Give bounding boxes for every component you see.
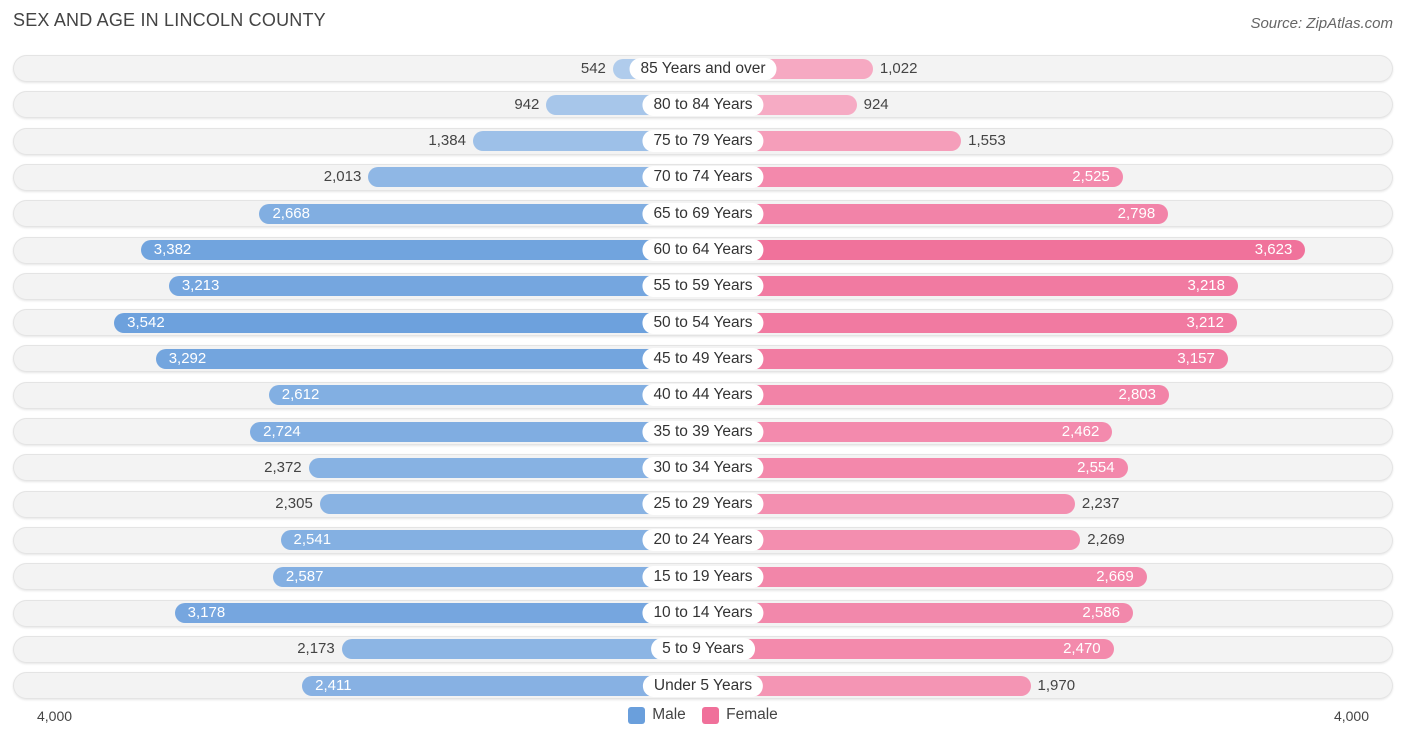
category-label: 5 to 9 Years [651,638,755,661]
bar-male [272,566,703,587]
bar-male [140,240,703,260]
bar-female [703,276,1238,297]
value-label-female: 1,022 [879,59,918,77]
bar-male [168,276,703,297]
value-label-male: 2,587 [285,567,324,585]
legend-swatch-female [702,706,720,724]
value-label-male: 2,724 [263,422,301,440]
bar-female [703,603,1133,623]
value-label-female: 2,237 [1081,495,1120,513]
bar-male [259,203,703,224]
bar-male [368,167,703,188]
chart-title: SEX AND AGE IN LINCOLN COUNTY [13,10,326,30]
bar-female [703,566,1147,587]
category-label: 30 to 34 Years [642,456,764,479]
bar-female [703,421,1113,442]
value-label-female: 1,553 [968,132,1006,150]
bar-female [703,530,1081,551]
legend-swatch-male [628,706,646,724]
legend-item-female: Female [702,706,778,724]
source-note: Source: ZipAtlas.com [1250,15,1393,32]
bar-female [703,639,1114,660]
value-label-male: 3,292 [168,349,207,367]
bar-female [703,675,1031,696]
legend-label-male: Male [652,706,686,723]
value-label-female: 924 [863,95,889,113]
axis-tick-left: 4,000 [37,708,73,724]
bar-male [308,457,703,478]
value-label-male: 2,612 [281,386,320,404]
legend-item-male: Male [628,706,686,724]
category-label: 10 to 14 Years [642,602,764,624]
value-label-female: 1,970 [1037,676,1076,694]
bar-female [703,457,1128,478]
value-label-male: 3,178 [187,604,226,621]
value-label-female: 3,157 [1177,349,1215,367]
category-label: 65 to 69 Years [642,202,764,225]
value-label-male: 2,372 [264,458,302,476]
value-label-female: 3,218 [1187,277,1225,295]
bar-female [703,385,1169,406]
value-label-female: 3,623 [1254,241,1293,258]
category-label: 35 to 39 Years [642,420,764,443]
category-label: Under 5 Years [642,674,764,697]
category-label: 20 to 24 Years [642,529,764,552]
value-label-female: 2,554 [1077,458,1115,476]
value-label-male: 942 [514,95,540,113]
bar-female [703,167,1123,188]
value-label-female: 2,798 [1117,204,1156,222]
value-label-male: 542 [580,59,606,77]
value-label-male: 1,384 [428,132,466,150]
value-label-female: 2,470 [1063,640,1101,658]
value-label-female: 3,212 [1186,313,1224,331]
value-label-female: 2,669 [1096,567,1134,585]
bar-male [280,530,703,551]
category-label: 85 Years and over [629,57,777,80]
bar-female [703,312,1237,333]
category-label: 60 to 64 Years [642,239,764,261]
value-label-male: 2,411 [315,676,352,694]
bar-female [703,203,1169,224]
bar-male [174,603,703,623]
value-label-male: 3,382 [153,241,192,258]
value-label-male: 2,305 [275,495,313,513]
bar-female [703,240,1306,260]
bar-male [114,312,703,333]
category-label: 70 to 74 Years [642,166,764,189]
value-label-male: 3,542 [127,313,165,331]
value-label-female: 2,803 [1118,386,1156,404]
category-label: 80 to 84 Years [642,93,764,116]
value-label-male: 2,013 [323,168,362,186]
value-label-female: 2,586 [1082,604,1120,621]
category-label: 55 to 59 Years [642,275,764,298]
bar-male [250,421,703,442]
category-label: 75 to 79 Years [642,130,764,153]
bar-male [341,639,703,660]
legend-label-female: Female [726,706,778,723]
category-label: 40 to 44 Years [642,384,764,407]
category-label: 45 to 49 Years [642,347,764,370]
bar-female [703,131,962,152]
category-label: 25 to 29 Years [642,493,764,516]
value-label-female: 2,462 [1061,422,1100,440]
bar-female [703,494,1075,515]
value-label-male: 3,213 [181,277,220,295]
category-label: 50 to 54 Years [642,311,764,334]
bar-female [703,348,1228,369]
value-label-male: 2,668 [272,204,310,222]
legend: Male Female [0,706,1406,729]
bar-male [268,385,703,406]
value-label-female: 2,525 [1072,168,1110,186]
value-label-male: 2,541 [293,531,332,549]
bar-male [319,494,703,515]
bar-male [155,348,703,369]
value-label-male: 2,173 [297,640,335,658]
axis-tick-right: 4,000 [1333,708,1369,724]
value-label-female: 2,269 [1087,531,1125,549]
category-label: 15 to 19 Years [642,565,764,588]
bar-male [302,675,703,696]
